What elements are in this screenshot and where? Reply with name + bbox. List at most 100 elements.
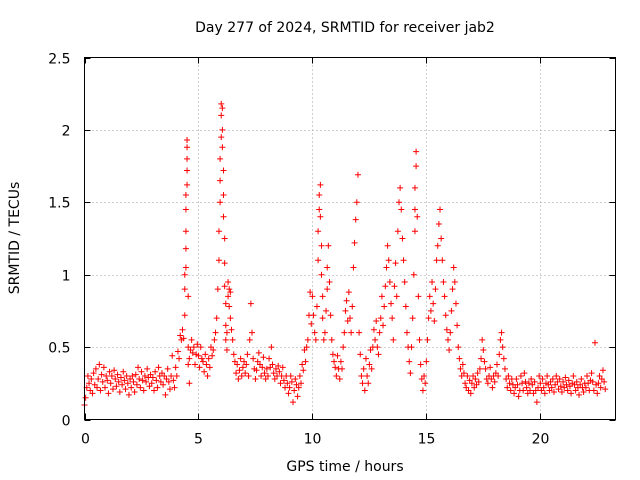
data-point	[94, 384, 101, 391]
data-point	[467, 390, 474, 397]
data-point	[460, 370, 467, 377]
data-point	[353, 199, 360, 206]
data-point	[570, 373, 577, 380]
data-point	[429, 278, 436, 285]
data-point	[525, 380, 532, 387]
data-point	[395, 199, 402, 206]
data-point	[464, 373, 471, 380]
data-point	[173, 373, 180, 380]
data-point	[222, 322, 229, 329]
data-point	[389, 315, 396, 322]
data-point	[522, 378, 529, 385]
data-point	[595, 380, 602, 387]
data-point	[533, 399, 540, 406]
data-point	[131, 388, 138, 395]
data-point	[491, 378, 498, 385]
data-point	[137, 384, 144, 391]
data-point	[250, 355, 257, 362]
data-point	[136, 375, 143, 382]
data-point	[451, 278, 458, 285]
data-point	[113, 383, 120, 390]
data-point	[468, 380, 475, 387]
data-point	[223, 329, 230, 336]
data-point	[239, 364, 246, 371]
data-point	[221, 283, 228, 290]
data-point	[160, 381, 167, 388]
data-point	[578, 375, 585, 382]
data-point	[347, 315, 353, 322]
data-point	[135, 364, 142, 371]
data-point	[107, 380, 114, 387]
data-point	[500, 355, 507, 362]
data-point	[560, 378, 567, 385]
data-point	[331, 358, 338, 365]
data-point	[296, 373, 303, 380]
data-point	[568, 390, 575, 397]
data-point	[359, 380, 366, 387]
data-point	[550, 388, 557, 395]
data-point	[392, 260, 399, 267]
data-point	[310, 312, 317, 319]
data-point	[124, 380, 131, 387]
grid-lines	[84, 57, 616, 420]
data-point	[227, 289, 234, 296]
data-point	[601, 378, 608, 385]
data-point	[348, 329, 355, 336]
y-tick-label: 0.5	[48, 341, 70, 357]
data-point	[245, 373, 252, 380]
data-point	[268, 344, 275, 351]
data-point	[221, 260, 228, 267]
data-point	[414, 213, 421, 220]
data-point	[119, 381, 126, 388]
data-point	[513, 375, 520, 382]
data-point	[361, 387, 368, 394]
data-point	[249, 329, 256, 336]
data-point	[357, 351, 364, 358]
data-point	[149, 374, 156, 381]
data-point	[531, 378, 538, 385]
data-point	[226, 303, 233, 310]
data-point	[390, 336, 397, 343]
data-point	[139, 377, 146, 384]
data-point	[573, 378, 580, 385]
data-point	[184, 181, 191, 188]
data-point	[180, 335, 187, 342]
data-point	[164, 365, 171, 372]
data-point	[384, 242, 391, 249]
data-point	[165, 378, 172, 385]
data-point	[141, 373, 148, 380]
data-point	[523, 384, 530, 391]
data-point	[318, 242, 325, 249]
data-point	[309, 293, 316, 300]
data-point	[549, 375, 556, 382]
data-point	[223, 346, 230, 353]
data-point	[462, 380, 469, 387]
data-point	[182, 245, 189, 252]
data-point	[413, 148, 420, 155]
data-point	[435, 221, 442, 228]
data-point	[82, 394, 89, 401]
data-point	[222, 300, 229, 307]
data-point	[120, 368, 127, 375]
data-point	[434, 242, 441, 249]
data-point	[333, 373, 340, 380]
data-point	[411, 228, 418, 235]
data-point	[184, 167, 191, 174]
data-point	[341, 329, 348, 336]
data-point	[144, 365, 151, 372]
data-point	[328, 336, 335, 343]
data-point	[229, 336, 236, 343]
data-point	[423, 358, 430, 365]
data-point	[201, 368, 208, 375]
data-point	[476, 365, 483, 372]
data-point	[411, 206, 418, 213]
data-point	[362, 355, 369, 362]
data-point	[582, 384, 589, 391]
data-point	[599, 367, 606, 374]
y-axis-label: SRMTID / TECUs	[7, 182, 23, 295]
data-point	[504, 384, 511, 391]
data-point	[181, 271, 188, 278]
data-point	[258, 373, 265, 380]
data-point	[548, 384, 555, 391]
x-tick-label: 20	[532, 432, 550, 448]
